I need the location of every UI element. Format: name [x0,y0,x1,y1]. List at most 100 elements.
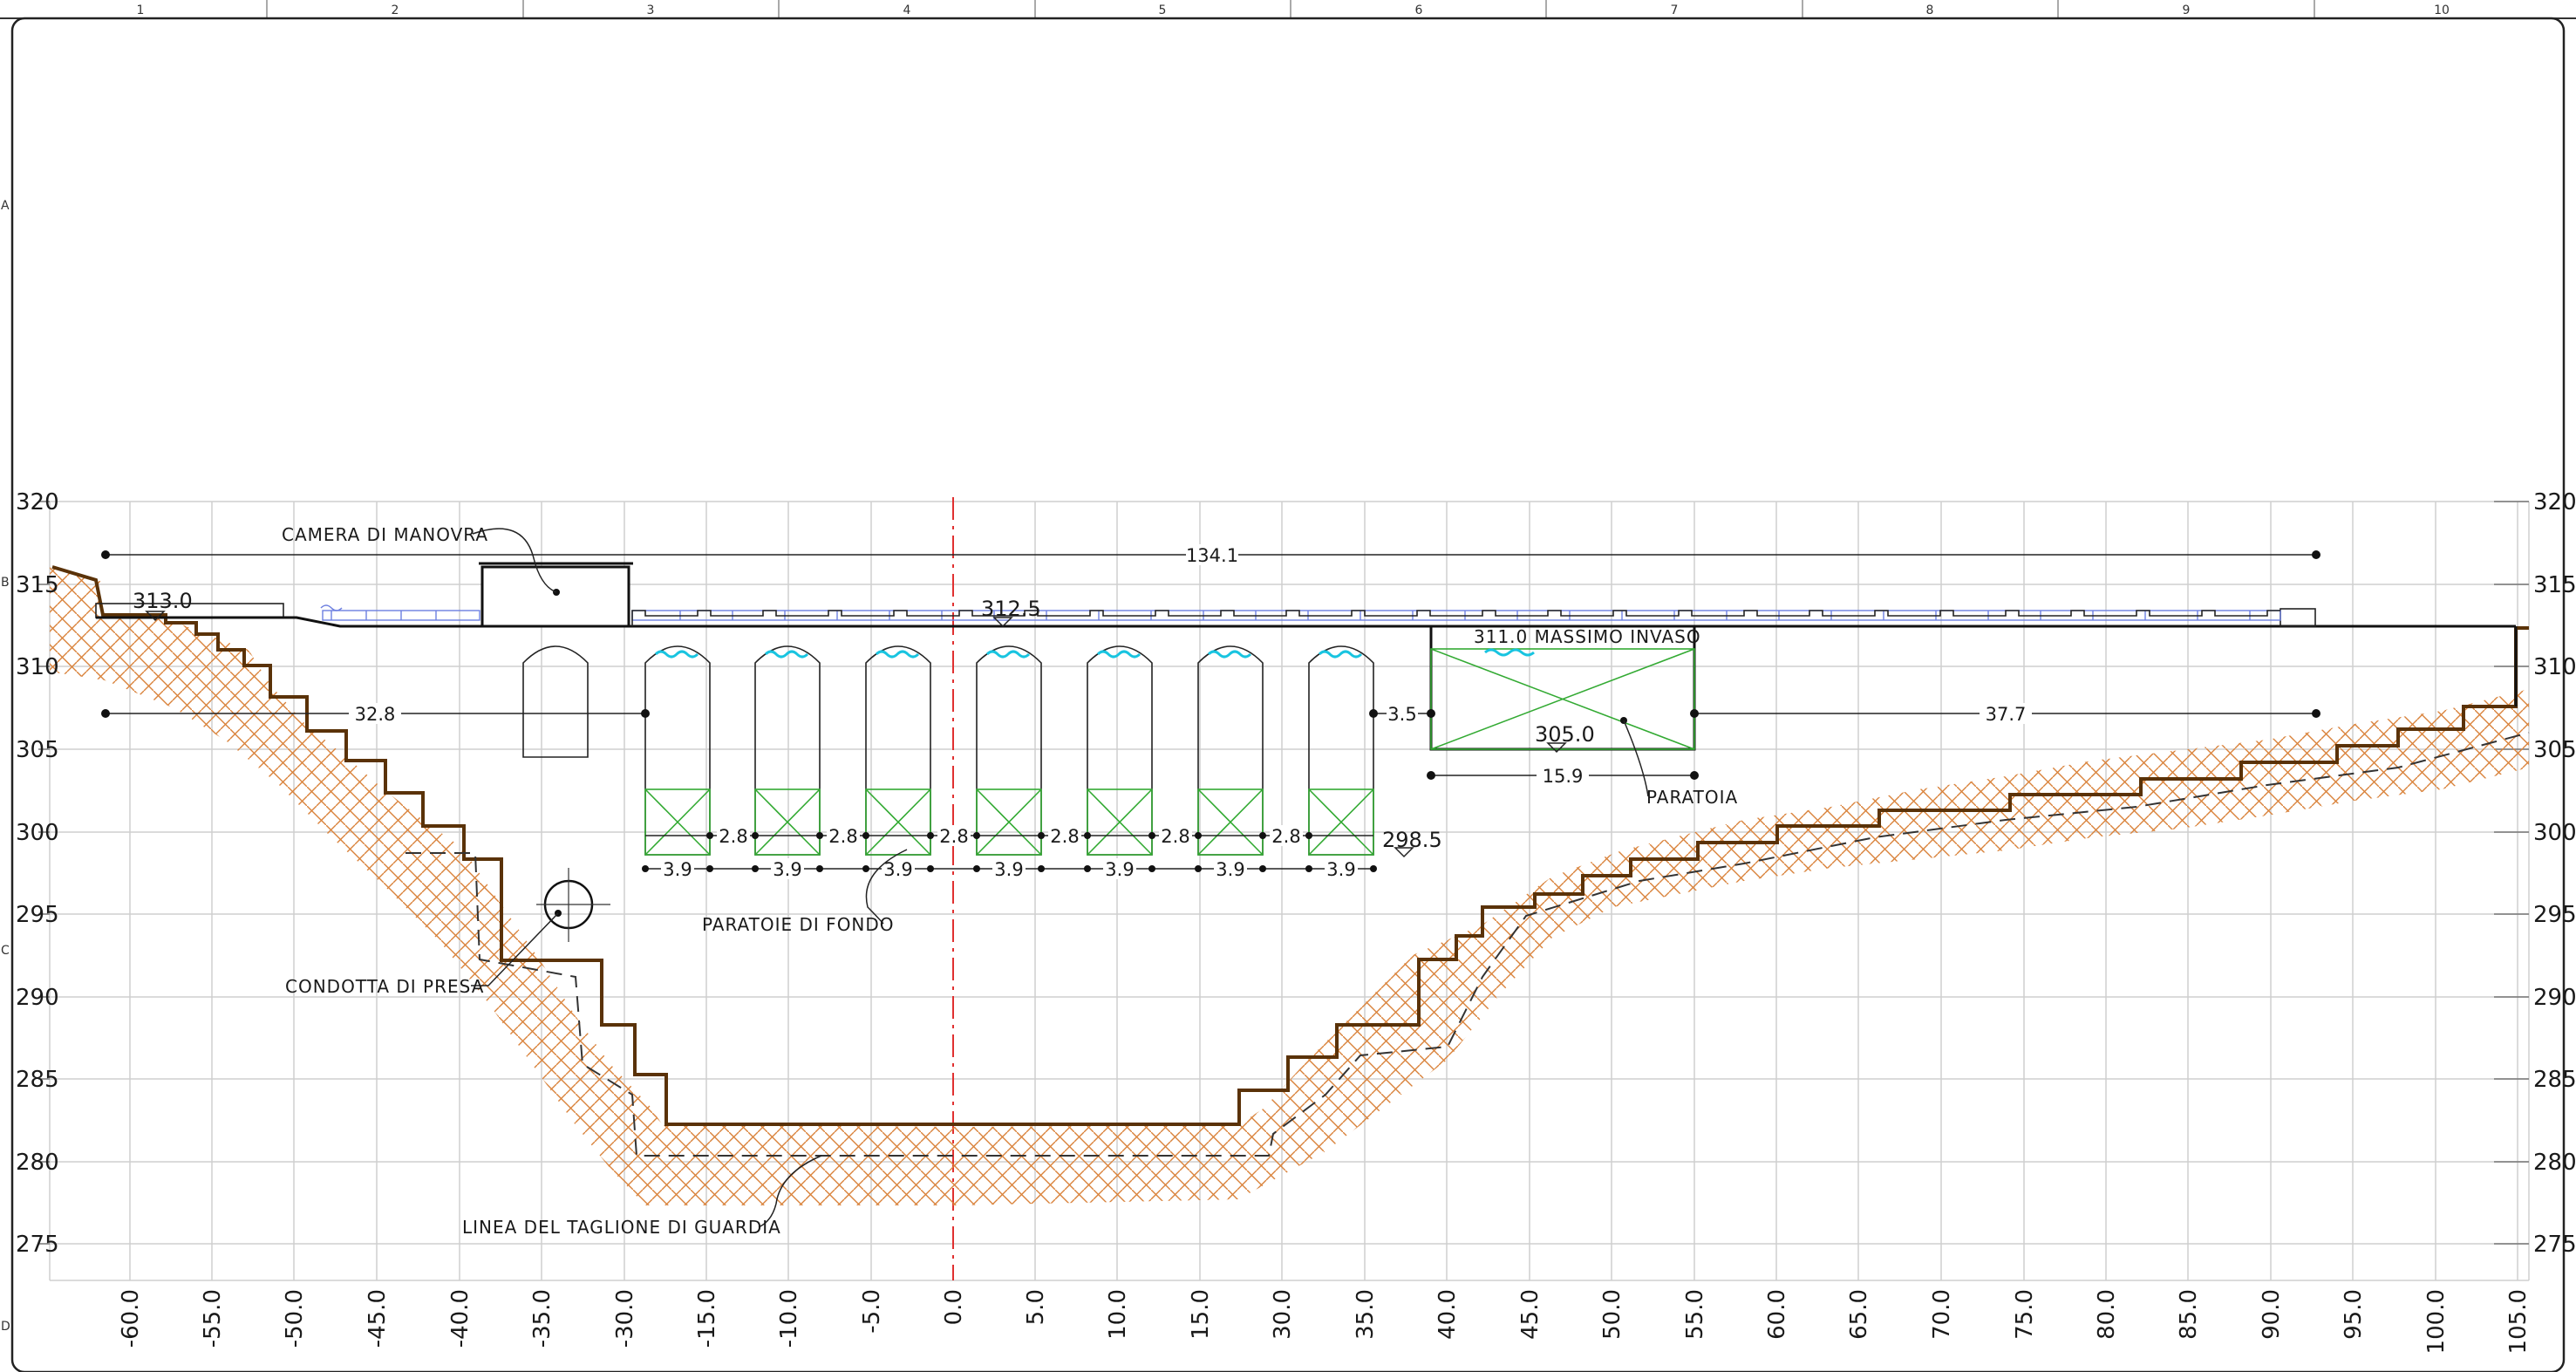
gate-bay [1308,645,1374,856]
frame-col-7: 7 [1671,3,1679,17]
annotation-leaders [471,528,1649,1228]
label-linea-taglione: LINEA DEL TAGLIONE DI GUARDIA [462,1217,781,1238]
label-paratoie-di-fondo: PARATOIE DI FONDO [702,914,895,935]
x-tick-label: 100.0 [2423,1289,2450,1354]
y-tick-label: 280 [16,1150,59,1176]
ground-surface-line [51,565,2529,1126]
spillway-gate [1429,626,1696,751]
x-tick-label: 30.0 [1270,1289,1296,1340]
dim-gate-width: 3.9 [1216,859,1244,880]
x-tick-label: -50.0 [282,1289,308,1348]
y-tick-label: 275 [2533,1232,2576,1258]
y-tick-label: 275 [16,1232,59,1258]
y-tick-label: 290 [2533,985,2576,1011]
dim-left-span: 32.8 [355,704,396,725]
foundation-hatch [50,567,2529,1205]
y-tick-label: 285 [2533,1067,2576,1093]
x-tick-label: 0.0 [941,1289,967,1325]
x-tick-label: 65.0 [1846,1289,1872,1340]
x-axis-labels: -60.0 -55.0 -50.0 -45.0 -40.0 -35.0 -30.… [118,1289,2532,1354]
x-tick-label: 5.0 [1023,1289,1049,1325]
cutoff-wall-line [405,732,2530,1157]
dim-pier-gap: 3.5 [1387,704,1416,725]
frame-row-b: B [1,576,10,590]
y-axis-labels-right: 320 315 310 305 300 295 290 285 280 275 [2533,489,2576,1258]
dim-gate-width: 3.9 [663,859,692,880]
operating-chamber [479,562,633,628]
x-tick-label: 50.0 [1599,1289,1625,1340]
frame-row-labels: A B C D [1,199,10,1334]
x-tick-label: -35.0 [529,1289,555,1348]
y-axis-labels-left: 320 315 310 305 300 295 290 285 280 275 [16,489,59,1258]
y-tick-label: 305 [16,737,59,763]
y-tick-label: 300 [16,820,59,846]
label-condotta-di-presa: CONDOTTA DI PRESA [285,976,484,997]
y-tick-label: 320 [2533,489,2576,515]
label-massimo-invaso: 311.0 MASSIMO INVASO [1474,626,1701,647]
x-tick-label: 40.0 [1435,1289,1461,1340]
y-tick-label: 280 [2533,1150,2576,1176]
x-tick-label: 80.0 [2094,1289,2120,1340]
elevation-crest-left: 313.0 [133,589,193,613]
x-tick-label: -30.0 [612,1289,638,1348]
dim-gate-width: 3.9 [1326,859,1355,880]
x-tick-label: 85.0 [2176,1289,2202,1340]
frame-col-9: 9 [2183,3,2191,17]
label-paratoia: PARATOIA [1646,787,1738,808]
gate-bay [1087,645,1153,856]
x-tick-label: -55.0 [200,1289,226,1348]
gate-bay [644,645,711,856]
gate-bay [754,645,821,856]
x-tick-label: 105.0 [2505,1289,2532,1354]
frame-col-2: 2 [392,3,399,17]
crest-wave-icon [320,604,343,611]
y-tick-label: 315 [16,572,59,598]
x-tick-label: -40.0 [447,1289,474,1348]
intake-conduit [536,868,610,942]
frame-row-c: C [1,944,10,958]
y-tick-label: 295 [16,902,59,928]
x-tick-label: 95.0 [2341,1289,2367,1340]
y-tick-label: 285 [16,1067,59,1093]
annotation-labels: CAMERA DI MANOVRA PARATOIE DI FONDO COND… [282,524,1738,1238]
dim-right-span: 37.7 [1986,704,2027,725]
dim-gate-spacing: 2.8 [1161,826,1189,847]
frame-col-10: 10 [2434,3,2450,17]
dim-overall: 134.1 [1186,545,1238,566]
dim-gate-spacing: 2.8 [939,826,968,847]
x-tick-label: 10.0 [1105,1289,1131,1340]
bottom-outlet-gates [644,645,1374,856]
y-tick-label: 315 [2533,572,2576,598]
x-tick-label: 15.0 [1188,1289,1214,1340]
frame-col-8: 8 [1926,3,1934,17]
dim-gate-spacing: 2.8 [828,826,857,847]
label-camera-di-manovra: CAMERA DI MANOVRA [282,524,488,545]
y-tick-label: 310 [16,654,59,680]
y-tick-label: 310 [2533,654,2576,680]
dim-gate-width: 3.9 [773,859,801,880]
drawing-border [10,17,2566,1372]
x-tick-label: 55.0 [1682,1289,1708,1340]
dim-gate-width: 3.9 [883,859,912,880]
dim-gate-spacing: 2.8 [719,826,747,847]
x-tick-label: 75.0 [2012,1289,2038,1340]
frame-col-5: 5 [1159,3,1167,17]
y-tick-label: 295 [2533,902,2576,928]
x-tick-label: 45.0 [1517,1289,1544,1340]
gate-bay [976,645,1042,856]
y-tick-label: 300 [2533,820,2576,846]
crest-parapet-notches [631,610,2280,626]
frame-col-1: 1 [137,3,145,17]
left-bay-outline [522,645,589,758]
x-tick-label: -5.0 [859,1289,885,1334]
elevation-marks: 313.0 312.5 305.0 298.5 [133,589,1595,858]
dim-spillway-width: 15.9 [1543,766,1584,787]
frame-col-3: 3 [647,3,655,17]
x-tick-label: 60.0 [1764,1289,1790,1340]
gate-bay [1197,645,1264,856]
x-tick-label: 90.0 [2259,1289,2285,1340]
frame-col-6: 6 [1415,3,1423,17]
dim-gate-spacing: 2.8 [1271,826,1300,847]
frame-row-a: A [1,199,10,213]
